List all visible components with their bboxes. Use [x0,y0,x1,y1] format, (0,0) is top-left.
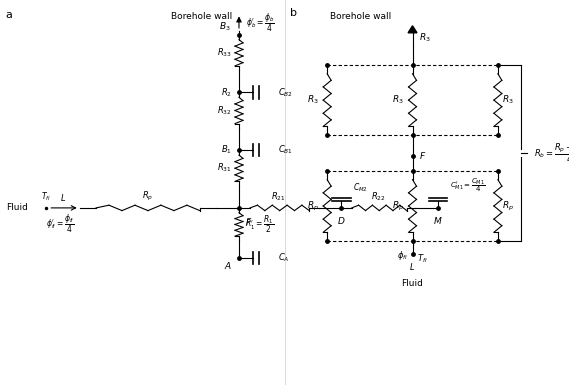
Text: $R_{31}$: $R_{31}$ [217,162,232,174]
Text: $T_{fi}$: $T_{fi}$ [40,191,51,203]
Text: $R_p$: $R_p$ [307,199,319,213]
Text: $R_p$: $R_p$ [392,199,404,213]
Text: $B_3$: $B_3$ [219,20,230,33]
Text: $D$: $D$ [337,215,345,226]
Text: $C_{B1}$: $C_{B1}$ [278,144,292,156]
Text: $R_{32}$: $R_{32}$ [217,104,232,117]
Text: $C_{M2}$: $C_{M2}$ [353,182,368,194]
Text: $F$: $F$ [245,216,252,227]
Text: b: b [290,8,297,18]
Text: $R_2$: $R_2$ [221,86,232,99]
Text: $R_3$: $R_3$ [419,32,431,44]
Text: $R_{33}$: $R_{33}$ [217,47,232,59]
Text: $T_{fi}$: $T_{fi}$ [417,252,428,264]
Text: $L$: $L$ [410,261,415,272]
Text: $R_3$: $R_3$ [307,94,319,106]
Text: $\phi_{fi}' = \dfrac{\phi_{fi}}{4}$: $\phi_{fi}' = \dfrac{\phi_{fi}}{4}$ [46,213,74,235]
Text: $B_1$: $B_1$ [221,144,232,156]
Text: $L$: $L$ [60,192,65,203]
Text: Borehole wall: Borehole wall [330,12,391,20]
Text: $M$: $M$ [434,215,443,226]
Text: $R_3$: $R_3$ [502,94,514,106]
Text: $C_{B2}$: $C_{B2}$ [278,86,292,99]
Text: a: a [6,10,13,20]
Text: $R_b = \dfrac{R_p + R_3}{4}$: $R_b = \dfrac{R_p + R_3}{4}$ [534,141,569,165]
Text: $R_p$: $R_p$ [142,190,154,203]
Text: Fluid: Fluid [6,203,27,213]
Polygon shape [408,26,417,33]
Text: $R_p$: $R_p$ [502,199,514,213]
Text: $A$: $A$ [224,260,232,271]
Text: $R_3$: $R_3$ [392,94,404,106]
Text: $F$: $F$ [419,151,427,161]
Text: $R_{21}$: $R_{21}$ [271,191,286,203]
Text: Borehole wall: Borehole wall [171,12,232,20]
Text: $R_{22}$: $R_{22}$ [371,191,386,203]
Text: $C_A$: $C_A$ [278,252,289,264]
Text: $C_{M1}' = \dfrac{C_{M1}}{4}$: $C_{M1}' = \dfrac{C_{M1}}{4}$ [450,176,485,194]
Text: $\phi_b' = \dfrac{\phi_b}{4}$: $\phi_b' = \dfrac{\phi_b}{4}$ [246,11,274,33]
Text: $R_1' = \dfrac{R_1}{2}$: $R_1' = \dfrac{R_1}{2}$ [245,214,274,235]
Text: Fluid: Fluid [402,279,423,288]
Text: $\phi_{fi}$: $\phi_{fi}$ [397,249,408,262]
